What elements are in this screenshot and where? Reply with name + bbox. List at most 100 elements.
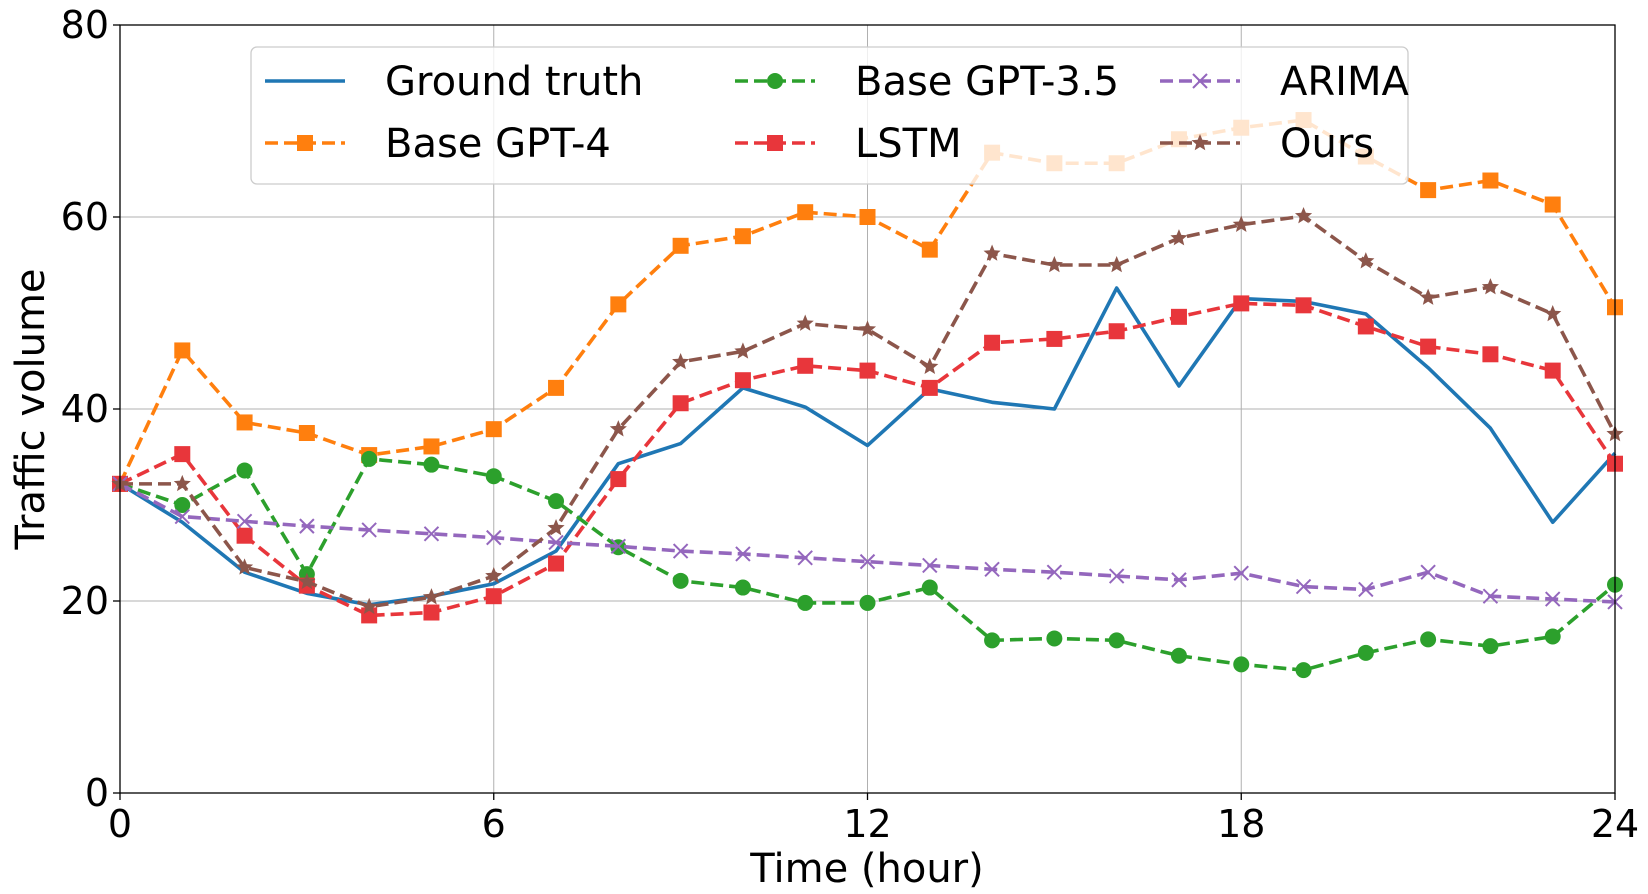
legend-label: Base GPT-3.5 [855,59,1119,105]
data-point [921,357,939,375]
legend-box [250,46,1409,185]
data-point [174,342,191,359]
data-point [1357,252,1375,269]
data-point [921,379,938,396]
data-point [423,438,440,455]
data-point [486,529,502,546]
data-point [859,553,876,570]
data-point [797,550,813,566]
data-point [672,572,689,589]
data-point [1358,581,1374,598]
data-point [1233,565,1249,581]
data-point [547,519,565,536]
data-point [1108,568,1125,584]
legend-entry: ARIMA [1160,59,1409,105]
data-point [1357,318,1374,335]
x-tick-label: 0 [108,802,132,846]
data-point [1420,631,1437,648]
data-point [984,632,1001,649]
data-point [1295,662,1312,679]
data-point [672,395,689,412]
data-point [548,379,565,396]
x-tick-label: 6 [482,802,506,846]
data-point [1046,630,1063,647]
data-point [485,588,502,605]
y-tick-label: 40 [61,387,109,431]
data-point [236,414,253,431]
data-point [1419,288,1437,305]
series-base-gpt-3-5 [112,450,1623,679]
data-point [298,572,316,590]
data-point [1482,588,1499,604]
data-point [423,526,440,542]
data-point [734,228,751,245]
x-tick-label: 18 [1217,802,1265,846]
data-point [796,314,814,331]
data-point [236,527,253,544]
data-point [1482,172,1499,189]
data-point [1170,647,1187,664]
data-point [797,594,814,611]
y-tick-label: 0 [85,771,109,815]
legend-entry: Ours [1160,121,1374,167]
data-point [610,471,627,488]
data-point [859,209,876,225]
legend-label: LSTM [855,121,962,167]
legend: Ground truth Base GPT-4 Base GPT-3.5 LSTM AR… [250,46,1409,185]
legend-entry: Base GPT-3.5 [735,59,1119,105]
data-point [1108,323,1125,340]
data-point [1232,215,1250,232]
data-point [1357,644,1374,661]
data-point [610,296,627,313]
data-point [859,362,876,379]
data-point [1046,330,1063,347]
legend-marker [297,135,313,151]
data-point [1233,295,1250,312]
y-tick-label: 60 [61,195,109,239]
legend-entry: LSTM [735,121,962,167]
y-tick-label: 80 [61,3,109,47]
data-point [361,450,378,467]
data-point [1233,656,1250,673]
data-point [1420,564,1436,580]
legend-marker [767,73,783,89]
data-point [735,546,751,562]
data-point [859,594,876,611]
axis-ticks: 0 6 12 18 24 0 20 40 60 80 [61,3,1640,846]
data-point [1420,338,1437,355]
legend-entry: Ground truth [265,59,643,105]
data-point [298,425,315,441]
data-point [485,468,502,485]
data-point [548,555,565,572]
data-point [1108,256,1126,273]
legend-label: Ground truth [385,59,643,105]
data-point [1295,578,1312,595]
data-point [422,588,441,605]
data-point [983,244,1001,261]
x-tick-label: 12 [843,802,891,846]
legend-entry: Base GPT-4 [265,121,611,167]
data-point [423,456,440,473]
data-point [1295,297,1312,314]
y-tick-label: 20 [61,579,109,623]
data-point [236,462,253,479]
data-point [1108,632,1125,649]
data-point [734,579,751,596]
data-point [921,241,938,258]
data-point [1170,229,1188,246]
data-point [548,534,564,551]
data-point [1420,182,1437,199]
data-point [922,557,938,574]
data-point [672,352,690,370]
data-point [734,372,751,389]
data-point [299,518,315,534]
data-point [858,320,877,337]
data-point [797,204,814,221]
x-tick-label: 24 [1591,802,1639,846]
data-point [1482,346,1499,363]
data-point [1170,308,1187,325]
data-point [672,237,689,254]
data-point [548,493,565,510]
data-point [485,421,502,438]
data-point [734,342,752,359]
